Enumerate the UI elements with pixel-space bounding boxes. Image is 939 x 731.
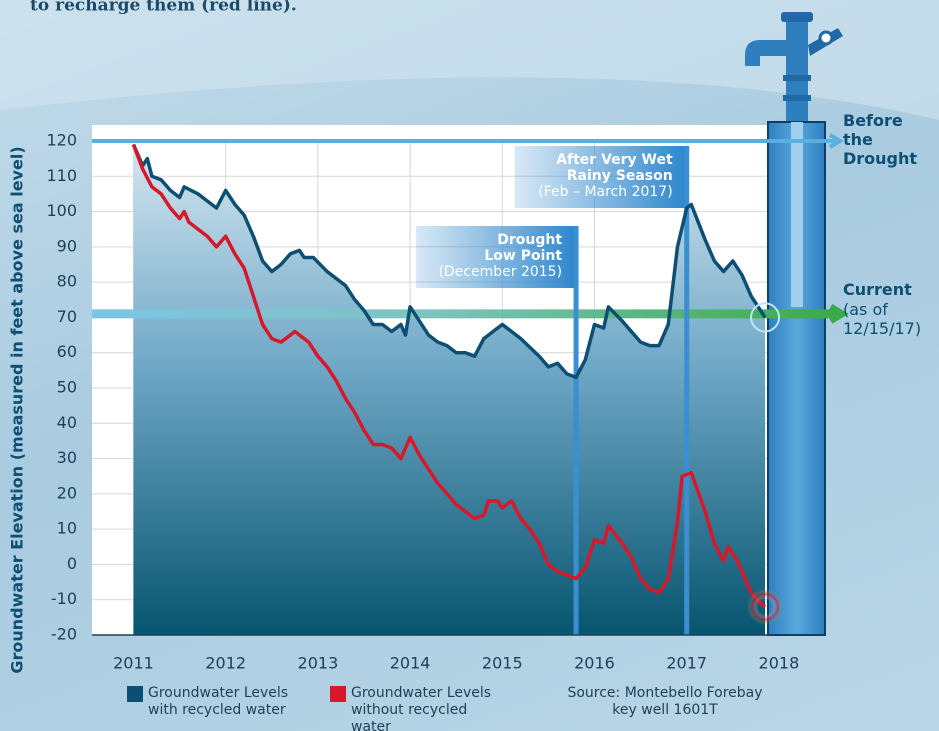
end-glow [747, 589, 783, 625]
y-tick-label: 10 [57, 519, 77, 538]
y-tick-label: 30 [57, 448, 77, 467]
annotation-subtitle: (December 2015) [416, 264, 562, 280]
annotation-title: After Very Wet Rainy Season [545, 152, 673, 184]
intro-text: to recharge them (red line). [30, 0, 297, 16]
reference-label: Before the Drought [843, 111, 913, 168]
x-tick-label: 2016 [574, 654, 615, 673]
annotation: Drought Low Point(December 2015) [416, 232, 562, 280]
x-tick-label: 2014 [390, 654, 431, 673]
reference-sublabel: (as of 12/15/17) [843, 300, 939, 338]
annotation: After Very Wet Rainy Season(Feb – March … [515, 152, 673, 200]
legend-swatch [127, 686, 143, 702]
x-tick-label: 2013 [298, 654, 339, 673]
page: to recharge them (red line). Groundwater… [0, 0, 939, 731]
y-tick-label: 60 [57, 342, 77, 361]
y-tick-label: -10 [51, 589, 77, 608]
annotation-subtitle: (Feb – March 2017) [515, 184, 673, 200]
source-note: Source: Montebello Forebay key well 1601… [555, 685, 775, 719]
y-tick-label: 40 [57, 413, 77, 432]
x-tick-label: 2018 [759, 654, 800, 673]
y-tick-label: 90 [57, 236, 77, 255]
y-tick-label: 110 [46, 166, 77, 185]
y-tick-label: 100 [46, 201, 77, 220]
y-tick-label: -20 [51, 625, 77, 644]
y-tick-label: 120 [46, 131, 77, 150]
legend-swatch [330, 686, 346, 702]
legend-label: Groundwater Levels with recycled water [148, 685, 293, 719]
x-tick-label: 2011 [113, 654, 154, 673]
reference-label: Current [843, 280, 913, 299]
reference-line [92, 308, 840, 320]
y-tick-label: 0 [67, 554, 77, 573]
y-tick-label: 70 [57, 307, 77, 326]
y-tick-label: 50 [57, 378, 77, 397]
y-tick-label: 20 [57, 483, 77, 502]
x-tick-label: 2015 [482, 654, 523, 673]
y-axis-title: Groundwater Elevation (measured in feet … [8, 146, 27, 673]
x-tick-label: 2012 [205, 654, 246, 673]
y-tick-label: 80 [57, 272, 77, 291]
chart: to recharge them (red line). Groundwater… [0, 0, 939, 731]
x-tick-label: 2017 [666, 654, 707, 673]
annotation-title: Drought Low Point [482, 232, 562, 264]
legend-label: Groundwater Levels without recycled wate… [351, 685, 496, 731]
